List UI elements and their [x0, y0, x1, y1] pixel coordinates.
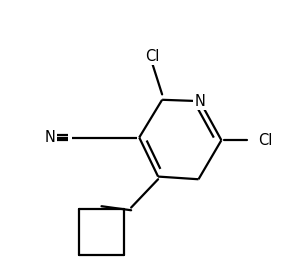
Text: Cl: Cl — [146, 49, 160, 64]
Text: N: N — [194, 94, 205, 109]
Text: N: N — [45, 130, 56, 145]
Text: Cl: Cl — [258, 133, 272, 148]
